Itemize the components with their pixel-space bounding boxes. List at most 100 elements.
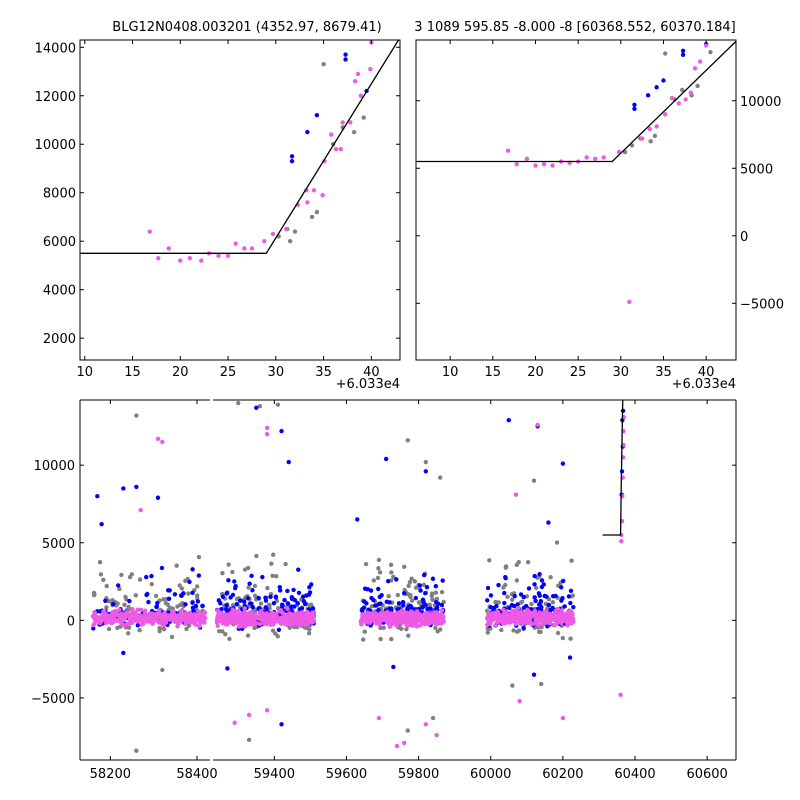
lightcurve-point (101, 577, 106, 583)
lightcurve-point (360, 637, 366, 642)
lightcurve-point (441, 599, 446, 605)
lightcurve-point (159, 565, 165, 571)
lightcurve-point (252, 625, 257, 631)
lightcurve-point (277, 619, 282, 624)
lightcurve-point (264, 425, 270, 431)
lightcurve-point (405, 438, 410, 443)
lightcurve-point (261, 621, 267, 626)
lightcurve-point (502, 600, 507, 606)
zoom-right-x-tick-label: 15 (485, 365, 502, 380)
lightcurve-point (539, 584, 545, 590)
lightcurve-point (166, 596, 172, 601)
lightcurve-point (144, 574, 149, 580)
lightcurve-point (191, 620, 197, 626)
lightcurve-point (220, 629, 225, 634)
zoom-right-point (680, 52, 686, 58)
lightcurve-point (307, 627, 312, 632)
lightcurve-point (539, 578, 545, 583)
lightcurve-point (234, 601, 240, 607)
lightcurve-point (101, 616, 106, 622)
zoom-left-point (216, 253, 221, 258)
zoom-left-point (187, 255, 193, 261)
lightcurve-point (305, 621, 310, 626)
lightcurve-point (264, 708, 270, 713)
lightcurve-point (376, 557, 382, 563)
zoom-left-y-tick-label: 8000 (43, 187, 76, 202)
lightcurve-point (409, 598, 415, 603)
lightcurve-point (256, 615, 261, 620)
lightcurve-point (560, 596, 565, 601)
lightcurve-point (220, 594, 226, 599)
lightcurve-point (276, 627, 282, 633)
zoom-left-point (311, 188, 317, 193)
lightcurve-point (289, 596, 295, 602)
lightcurve-point (526, 586, 532, 591)
lightcurve-point (546, 602, 552, 608)
zoom-left-point (147, 229, 152, 234)
lightcurve-point (407, 579, 413, 585)
lightcurve-point (532, 582, 537, 587)
lightcurve-point (434, 732, 439, 738)
lightcurve-point (500, 615, 505, 620)
lightcurve-point (104, 618, 109, 624)
lightcurve-point (217, 628, 222, 634)
lightcurve-point (277, 585, 282, 590)
lightcurve-point (295, 601, 300, 606)
lightcurve-point (271, 600, 277, 606)
lightcurve-point (364, 601, 369, 606)
lightcurve-point (535, 618, 540, 623)
lightcurve-point (163, 613, 169, 619)
lightcurve-point (169, 634, 175, 640)
lightcurve-point (413, 620, 418, 625)
zoom-right-point (550, 163, 555, 168)
lightcurve-point (535, 422, 540, 428)
lightcurve-point (376, 586, 381, 592)
zoom-right-y-tick-label: −5000 (740, 297, 784, 312)
lightcurve-point (533, 611, 538, 617)
lightcurve-point (299, 606, 305, 611)
lightcurve-point (425, 622, 431, 627)
lightcurve-point (378, 636, 383, 642)
zoom-left-point (289, 154, 295, 159)
lightcurve-point (536, 602, 542, 607)
lightcurve-point (386, 593, 391, 599)
lightcurve-point (533, 598, 538, 604)
lightcurve-point (177, 583, 182, 588)
lightcurve-point (559, 585, 564, 590)
lightcurve-point (434, 599, 439, 605)
lightcurve-point (496, 582, 501, 588)
zoom-left-point (338, 146, 343, 152)
lightcurve-point (245, 596, 251, 601)
lightcurve-point (291, 587, 296, 593)
lightcurve-point (376, 608, 381, 613)
zoom-right-point (654, 85, 659, 90)
lightcurve-point (566, 594, 572, 599)
lightcurve-point (269, 620, 274, 625)
lightcurve-point (524, 603, 529, 609)
zoom-right-point (645, 93, 651, 98)
lightcurve-point (503, 574, 508, 580)
lightcurve-point (399, 626, 404, 632)
lightcurve-point (183, 613, 188, 619)
lightcurve-point (230, 612, 236, 618)
lightcurve-point (505, 594, 510, 599)
lightcurve-point (228, 616, 234, 622)
zoom-panel-right-plot: 10 15 20 25 30 35 40 −5000 0 5000 10000 (415, 39, 784, 380)
lightcurve-point (134, 748, 139, 753)
lightcurve-point (306, 630, 312, 636)
lightcurve-point (394, 743, 400, 749)
lightcurve-point (562, 604, 567, 609)
lightcurve-point (423, 459, 429, 465)
lightcurve-point (395, 592, 401, 598)
lightcurve-point (285, 588, 290, 594)
lightcurve-point (406, 623, 411, 628)
lightcurve-point (532, 595, 537, 600)
lightcurve-point (439, 589, 445, 595)
zoom-left-x-tick-label: 10 (77, 365, 94, 380)
lightcurve-point (363, 561, 369, 567)
lightcurve-point (262, 617, 267, 623)
lightcurve-point (501, 585, 506, 590)
zoom-left-point (348, 120, 353, 125)
zoom-right-point (662, 51, 668, 56)
lightcurve-point (371, 578, 377, 583)
